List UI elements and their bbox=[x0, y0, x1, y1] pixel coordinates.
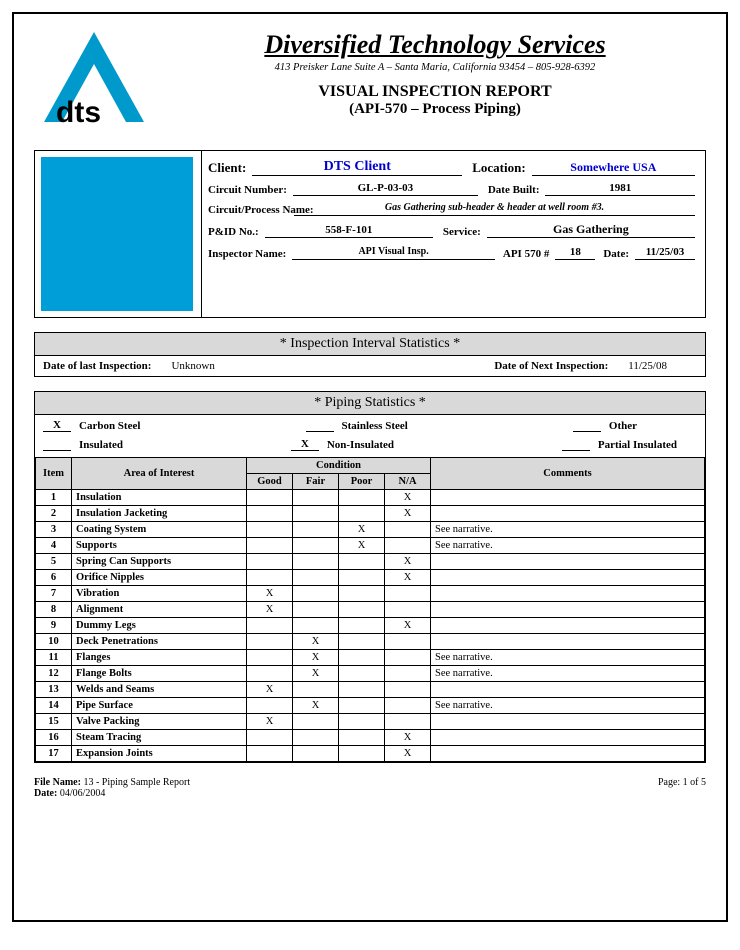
file-label: File Name: bbox=[34, 777, 81, 788]
col-area: Area of Interest bbox=[72, 458, 247, 490]
table-row: 11FlangesXSee narrative. bbox=[36, 650, 705, 666]
client-info-box: Client: DTS Client Location: Somewhere U… bbox=[34, 150, 706, 318]
stainless-label: Stainless Steel bbox=[342, 420, 408, 432]
piping-section: * Piping Statistics * X Carbon Steel Sta… bbox=[34, 391, 706, 763]
footer-date-value: 04/06/2004 bbox=[60, 788, 106, 799]
table-row: 4SupportsXSee narrative. bbox=[36, 538, 705, 554]
col-poor: Poor bbox=[339, 474, 385, 490]
partial-check bbox=[562, 450, 590, 451]
circuit-process-label: Circuit/Process Name: bbox=[208, 204, 288, 216]
table-row: 16Steam TracingX bbox=[36, 730, 705, 746]
page-container: dts Diversified Technology Services 413 … bbox=[12, 12, 728, 922]
table-row: 9Dummy LegsX bbox=[36, 618, 705, 634]
location-value: Somewhere USA bbox=[532, 160, 695, 176]
service-value: Gas Gathering bbox=[487, 222, 695, 238]
col-fair: Fair bbox=[293, 474, 339, 490]
insulated-label: Insulated bbox=[79, 439, 123, 451]
footer: File Name: 13 - Piping Sample Report Dat… bbox=[34, 777, 706, 799]
table-row: 2Insulation JacketingX bbox=[36, 506, 705, 522]
footer-page: Page: 1 of 5 bbox=[658, 777, 706, 799]
insulated-check bbox=[43, 450, 71, 451]
circuit-number-label: Circuit Number: bbox=[208, 184, 287, 196]
col-item: Item bbox=[36, 458, 72, 490]
other-check bbox=[573, 431, 601, 432]
date-built-value: 1981 bbox=[545, 182, 695, 196]
circuit-process-value: Gas Gathering sub-header & header at wel… bbox=[294, 202, 695, 216]
table-row: 17Expansion JointsX bbox=[36, 746, 705, 762]
file-value: 13 - Piping Sample Report bbox=[83, 777, 190, 788]
non-insulated-check: X bbox=[291, 438, 319, 451]
material-row-1: X Carbon Steel Stainless Steel Other bbox=[35, 415, 705, 434]
last-inspection-label: Date of last Inspection: bbox=[43, 360, 151, 372]
col-good: Good bbox=[247, 474, 293, 490]
table-row: 5Spring Can SupportsX bbox=[36, 554, 705, 570]
col-comments: Comments bbox=[431, 458, 705, 490]
table-header-row-1: Item Area of Interest Condition Comments bbox=[36, 458, 705, 474]
table-row: 14Pipe SurfaceXSee narrative. bbox=[36, 698, 705, 714]
date-value: 11/25/03 bbox=[635, 246, 695, 260]
table-row: 13Welds and SeamsX bbox=[36, 682, 705, 698]
header: dts Diversified Technology Services 413 … bbox=[34, 30, 706, 140]
last-inspection-value: Unknown bbox=[171, 360, 214, 372]
inspector-value: API Visual Insp. bbox=[292, 246, 495, 260]
table-row: 6Orifice NipplesX bbox=[36, 570, 705, 586]
table-row: 7VibrationX bbox=[36, 586, 705, 602]
table-row: 8AlignmentX bbox=[36, 602, 705, 618]
partial-label: Partial Insulated bbox=[598, 439, 677, 451]
interval-title: * Inspection Interval Statistics * bbox=[35, 333, 705, 356]
non-insulated-label: Non-Insulated bbox=[327, 439, 394, 451]
table-row: 1InsulationX bbox=[36, 490, 705, 506]
table-row: 12Flange BoltsXSee narrative. bbox=[36, 666, 705, 682]
next-inspection-label: Date of Next Inspection: bbox=[494, 360, 608, 372]
col-condition: Condition bbox=[247, 458, 431, 474]
piping-table-body: 1InsulationX2Insulation JacketingX3Coati… bbox=[36, 490, 705, 762]
client-value: DTS Client bbox=[252, 159, 462, 176]
table-row: 3Coating SystemXSee narrative. bbox=[36, 522, 705, 538]
date-built-label: Date Built: bbox=[488, 184, 540, 196]
piping-table: Item Area of Interest Condition Comments… bbox=[35, 457, 705, 762]
company-logo: dts bbox=[34, 30, 154, 140]
api570-value: 18 bbox=[555, 246, 595, 260]
interval-row: Date of last Inspection: Unknown Date of… bbox=[35, 356, 705, 376]
client-info-fields: Client: DTS Client Location: Somewhere U… bbox=[201, 151, 705, 317]
photo-placeholder bbox=[39, 155, 197, 313]
material-row-2: Insulated X Non-Insulated Partial Insula… bbox=[35, 434, 705, 457]
footer-left: File Name: 13 - Piping Sample Report Dat… bbox=[34, 777, 190, 799]
report-title: VISUAL INSPECTION REPORT bbox=[164, 83, 706, 101]
inspector-label: Inspector Name: bbox=[208, 248, 286, 260]
client-label: Client: bbox=[208, 160, 246, 176]
pid-label: P&ID No.: bbox=[208, 226, 259, 238]
table-row: 10Deck PenetrationsX bbox=[36, 634, 705, 650]
carbon-steel-check: X bbox=[43, 419, 71, 432]
table-row: 15Valve PackingX bbox=[36, 714, 705, 730]
piping-title: * Piping Statistics * bbox=[35, 392, 705, 415]
other-label: Other bbox=[609, 420, 637, 432]
footer-date-label: Date: bbox=[34, 788, 57, 799]
interval-section: * Inspection Interval Statistics * Date … bbox=[34, 332, 706, 377]
next-inspection-value: 11/25/08 bbox=[628, 360, 667, 372]
pid-value: 558-F-101 bbox=[265, 224, 433, 238]
date-label: Date: bbox=[603, 248, 629, 260]
circuit-number-value: GL-P-03-03 bbox=[293, 182, 478, 196]
service-label: Service: bbox=[443, 226, 481, 238]
logo-text: dts bbox=[56, 96, 101, 130]
carbon-steel-label: Carbon Steel bbox=[79, 420, 140, 432]
col-na: N/A bbox=[385, 474, 431, 490]
report-subtitle: (API-570 – Process Piping) bbox=[164, 101, 706, 118]
stainless-check bbox=[306, 431, 334, 432]
api570-label: API 570 # bbox=[503, 248, 549, 260]
location-label: Location: bbox=[472, 160, 525, 176]
header-text: Diversified Technology Services 413 Prei… bbox=[164, 30, 706, 118]
company-name: Diversified Technology Services bbox=[164, 30, 706, 60]
company-address: 413 Preisker Lane Suite A – Santa Maria,… bbox=[164, 62, 706, 73]
